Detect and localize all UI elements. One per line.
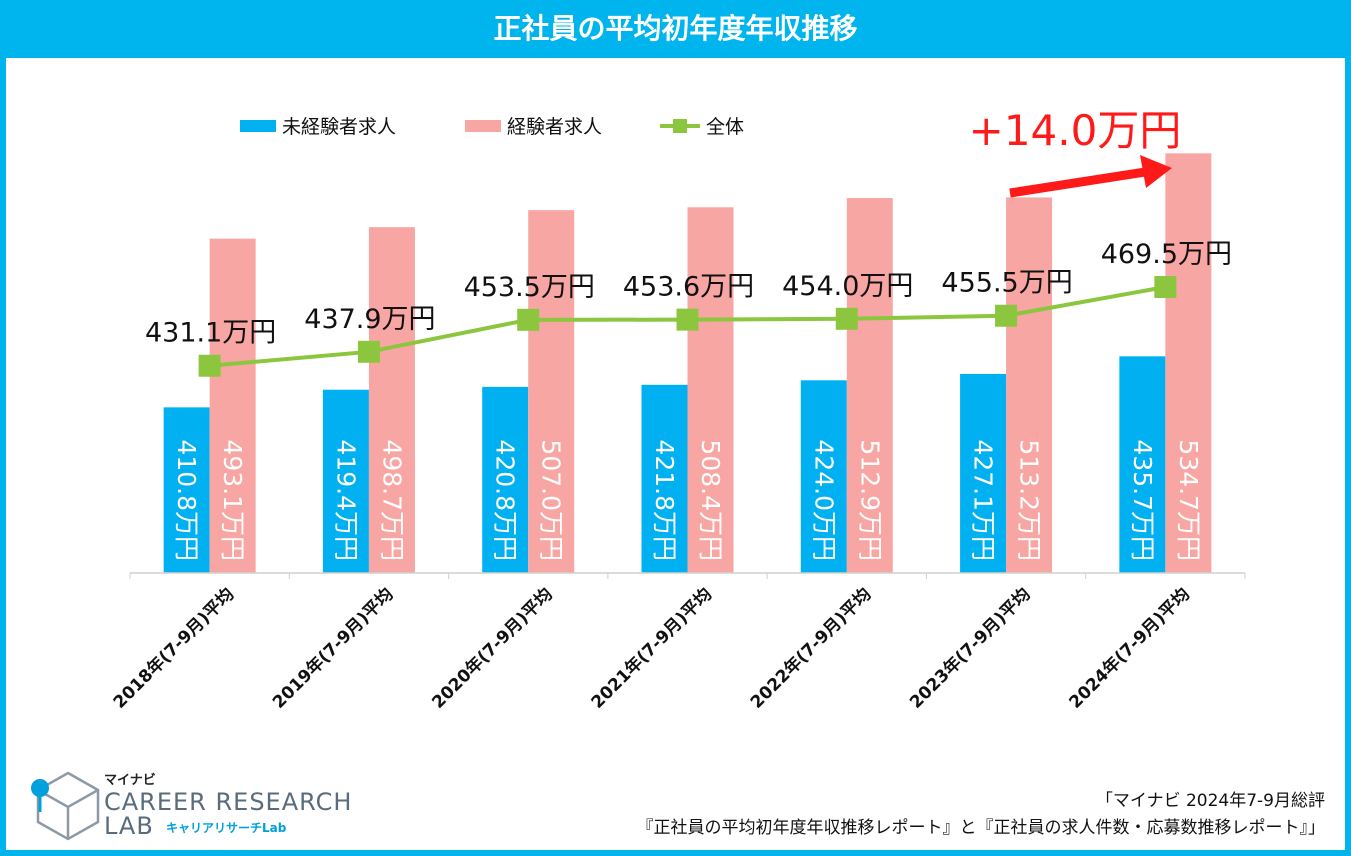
- bar-experienced: [1165, 153, 1212, 574]
- total-value-label: 453.6万円: [623, 272, 754, 303]
- x-tick-label: 2020年(7-9月)平均: [428, 584, 557, 713]
- bar-experienced: [368, 227, 415, 574]
- increase-arrow-shaft: [1009, 167, 1146, 198]
- bar-value-label: 427.1万円: [969, 439, 998, 561]
- total-value-label: 455.5万円: [941, 268, 1072, 299]
- bar-value-label: 513.2万円: [1015, 439, 1044, 561]
- total-value-label: 437.9万円: [304, 304, 435, 335]
- x-tick-label: 2022年(7-9月)平均: [746, 584, 875, 713]
- total-labels: 431.1万円 437.9万円 453.5万円 453.6万円 454.0万円 455.5…: [145, 239, 1232, 349]
- bar-value-label: 534.7万円: [1174, 439, 1203, 561]
- bar-value-label: 508.4万円: [696, 439, 725, 561]
- total-value-label: 454.0万円: [782, 271, 913, 302]
- bar-value-label: 424.0万円: [809, 439, 838, 561]
- total-value-label: 431.1万円: [145, 318, 276, 349]
- x-tick-label: 2019年(7-9月)平均: [268, 584, 397, 713]
- bar-inexperienced: [960, 373, 1007, 573]
- x-tick-label: 2021年(7-9月)平均: [587, 584, 716, 713]
- bar-value-label: 410.8万円: [172, 439, 201, 561]
- chart-title: 正社員の平均初年度年収推移: [0, 0, 1351, 58]
- legend-label: 経験者求人: [507, 116, 602, 138]
- bar-experienced: [209, 238, 256, 573]
- bar-experienced: [687, 207, 734, 573]
- bar-value-label: 493.1万円: [218, 439, 247, 561]
- bar-value-label: 421.8万円: [650, 439, 679, 561]
- bar-value-label: 420.8万円: [491, 439, 520, 561]
- bars: 410.8万円 493.1万円 419.4万円 498.7万円 420.8万円 507.0…: [163, 153, 1212, 574]
- bar-value-label: 512.9万円: [855, 439, 884, 561]
- total-marker: [995, 304, 1018, 327]
- bar-value-label: 498.7万円: [377, 439, 406, 561]
- total-marker: [1154, 276, 1177, 299]
- logo-line1: CAREER RESEARCH: [104, 788, 352, 816]
- bar-value-label: 435.7万円: [1128, 439, 1157, 561]
- x-tick-label: 2023年(7-9月)平均: [906, 584, 1035, 713]
- total-marker: [835, 307, 858, 330]
- x-tick-label: 2018年(7-9月)平均: [109, 584, 238, 713]
- x-tick-label: 2024年(7-9月)平均: [1065, 584, 1194, 713]
- logo-sub: キャリアリサーチLab: [166, 821, 287, 835]
- total-marker: [517, 308, 540, 331]
- bar-experienced: [846, 198, 893, 573]
- bar-experienced: [528, 210, 575, 573]
- total-marker: [676, 308, 699, 331]
- bar-inexperienced: [800, 380, 847, 573]
- logo-mark-icon: [31, 771, 100, 841]
- total-value-label: 453.5万円: [464, 272, 595, 303]
- bar-value-label: 419.4万円: [331, 439, 360, 561]
- source-line1: 「マイナビ 2024年7-9月総評: [1095, 791, 1325, 811]
- total-marker: [357, 340, 380, 363]
- bar-inexperienced: [482, 386, 529, 573]
- legend-swatch: [240, 120, 276, 132]
- logo-line2: LAB: [104, 812, 154, 840]
- bar-experienced: [1006, 197, 1053, 573]
- bar-inexperienced: [1119, 356, 1166, 573]
- legend-label: 全体: [706, 116, 744, 138]
- logo: マイナビ CAREER RESEARCH LAB キャリアリサーチLab: [31, 771, 352, 841]
- bar-inexperienced: [641, 384, 688, 573]
- bar-inexperienced: [163, 407, 210, 573]
- total-marker: [198, 354, 221, 377]
- source-line2: 『正社員の平均初年度年収推移レポート』と『正社員の求人件数・応募数推移レポート』…: [636, 818, 1326, 838]
- legend-label: 未経験者求人: [282, 116, 396, 138]
- total-line: [198, 276, 1177, 377]
- x-ticks: 2018年(7-9月)平均 2019年(7-9月)平均 2020年(7-9月)平均 2…: [109, 573, 1246, 713]
- legend-swatch: [465, 120, 501, 132]
- increase-label: +14.0万円: [969, 106, 1182, 155]
- bar-inexperienced: [322, 389, 369, 573]
- source-note: 「マイナビ 2024年7-9月総評 『正社員の平均初年度年収推移レポート』と『正…: [637, 788, 1326, 842]
- increase-annotation: +14.0万円: [969, 106, 1182, 198]
- legend: 未経験者求人 経験者求人 全体: [240, 116, 744, 138]
- total-value-label: 469.5万円: [1101, 239, 1232, 270]
- logo-company: マイナビ: [104, 772, 156, 788]
- legend-swatch-marker: [673, 119, 687, 133]
- increase-arrow-head: [1140, 155, 1172, 188]
- bar-value-label: 507.0万円: [537, 439, 566, 561]
